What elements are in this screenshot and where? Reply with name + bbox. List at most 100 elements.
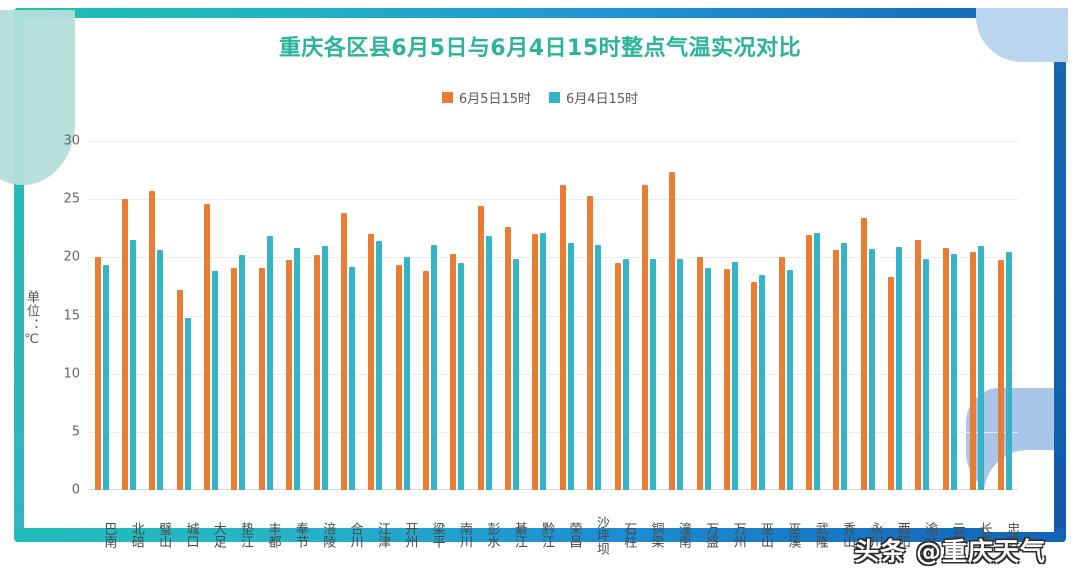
x-label-cell: 渝北	[909, 496, 937, 574]
bar-series-b[interactable]	[403, 257, 410, 490]
bar-series-b[interactable]	[814, 232, 821, 490]
bar-series-b[interactable]	[923, 258, 930, 490]
x-label-cell: 铜梁	[635, 496, 664, 574]
legend-label-series-b: 6月4日15时	[566, 92, 639, 107]
x-axis-tick-label: 武隆	[812, 522, 828, 548]
bar-series-b[interactable]	[567, 243, 574, 490]
bar-series-b[interactable]	[950, 253, 957, 490]
legend-label-series-a: 6月5日15时	[458, 92, 531, 107]
legend-item-series-a[interactable]: 6月5日15时	[441, 88, 531, 107]
y-axis-tick-label: 0	[71, 482, 80, 498]
bar-series-a[interactable]	[231, 267, 238, 490]
bar-series-b[interactable]	[896, 246, 903, 490]
gridline	[88, 315, 1018, 317]
bar-series-b[interactable]	[294, 248, 301, 490]
bar-series-b[interactable]	[677, 258, 684, 490]
bar-series-a[interactable]	[915, 239, 922, 490]
bar-series-b[interactable]	[868, 249, 875, 490]
bar-group	[580, 141, 607, 490]
bar-series-a[interactable]	[477, 206, 484, 490]
bar-group	[881, 141, 908, 490]
bar-series-a[interactable]	[422, 271, 429, 490]
bar-series-a[interactable]	[778, 257, 785, 490]
bar-series-b[interactable]	[130, 239, 137, 490]
x-label-cell: 荣昌	[553, 496, 581, 574]
bar-series-a[interactable]	[176, 289, 183, 490]
bar-series-b[interactable]	[731, 262, 738, 490]
x-label-cell: 黔江	[526, 496, 554, 574]
bar-series-b[interactable]	[266, 236, 273, 490]
chart-legend: 6月5日15时 6月4日15时	[0, 88, 1080, 107]
bar-series-a[interactable]	[587, 195, 594, 490]
y-axis-tick-label: 25	[63, 191, 80, 207]
bar-series-a[interactable]	[641, 185, 648, 490]
legend-item-series-b[interactable]: 6月4日15时	[549, 88, 638, 107]
x-axis-tick-label: 酉阳	[894, 522, 910, 548]
bar-series-b[interactable]	[978, 245, 985, 490]
bar-series-a[interactable]	[122, 199, 129, 490]
plot-area	[88, 141, 1018, 490]
bar-series-a[interactable]	[368, 234, 375, 490]
x-axis-tick-label: 铜梁	[648, 522, 664, 548]
bar-group	[225, 141, 252, 490]
gridline	[88, 141, 1018, 142]
x-axis-tick-label: 秀山	[840, 522, 856, 548]
bar-series-a[interactable]	[669, 172, 676, 490]
bar-series-a[interactable]	[723, 268, 730, 490]
bar-series-a[interactable]	[258, 267, 265, 490]
x-axis-tick-label: 涪陵	[320, 522, 336, 548]
bar-series-a[interactable]	[313, 255, 320, 490]
bar-series-b[interactable]	[704, 267, 711, 490]
x-axis-tick-label: 云阳	[949, 522, 965, 548]
bar-series-b[interactable]	[348, 266, 355, 490]
x-axis-tick-label: 南川	[457, 522, 473, 548]
bar-series-a[interactable]	[505, 227, 512, 490]
bar-series-a[interactable]	[450, 253, 457, 490]
bar-series-b[interactable]	[321, 245, 328, 490]
decor-frame-bottom	[14, 528, 1066, 542]
bar-series-b[interactable]	[239, 255, 246, 490]
bar-series-a[interactable]	[860, 217, 867, 490]
legend-swatch-series-a	[441, 92, 453, 103]
bar-series-b[interactable]	[649, 258, 656, 490]
bar-series-a[interactable]	[970, 251, 977, 490]
bar-series-b[interactable]	[458, 263, 465, 490]
bar-group	[444, 141, 471, 490]
bar-series-b[interactable]	[540, 232, 547, 490]
x-label-cell: 巫山	[745, 496, 773, 574]
bar-series-b[interactable]	[485, 236, 492, 490]
bar-series-a[interactable]	[559, 185, 566, 490]
bar-series-b[interactable]	[595, 244, 602, 490]
x-axis-tick-label: 梁平	[429, 522, 445, 548]
bar-series-a[interactable]	[888, 277, 895, 490]
chart-title: 重庆各区县6月5日与6月4日15时整点气温实况对比	[278, 36, 802, 61]
bar-series-b[interactable]	[102, 265, 109, 490]
bar-series-a[interactable]	[751, 281, 758, 490]
gridline	[88, 257, 1018, 259]
bar-series-a[interactable]	[833, 250, 840, 490]
bar-series-a[interactable]	[204, 203, 211, 490]
bar-series-a[interactable]	[286, 259, 293, 490]
bar-series-a[interactable]	[696, 257, 703, 490]
bar-series-a[interactable]	[806, 235, 813, 490]
bar-series-b[interactable]	[841, 243, 848, 490]
bar-series-a[interactable]	[149, 191, 156, 490]
bar-series-b[interactable]	[212, 271, 219, 490]
bar-series-a[interactable]	[997, 259, 1004, 490]
bar-series-a[interactable]	[340, 213, 347, 490]
bar-series-b[interactable]	[513, 258, 520, 490]
bar-series-a[interactable]	[395, 265, 402, 490]
bar-series-b[interactable]	[622, 258, 629, 490]
bar-series-a[interactable]	[942, 248, 949, 490]
x-label-cell: 江津	[362, 496, 390, 574]
bar-series-b[interactable]	[1005, 251, 1012, 490]
bar-series-b[interactable]	[759, 274, 766, 490]
bar-series-b[interactable]	[157, 250, 164, 490]
bar-series-a[interactable]	[532, 234, 539, 490]
bar-series-a[interactable]	[614, 263, 621, 490]
bar-series-b[interactable]	[184, 317, 191, 490]
bar-series-b[interactable]	[430, 244, 437, 490]
bar-series-b[interactable]	[786, 270, 793, 490]
bar-series-a[interactable]	[94, 257, 101, 490]
bar-series-b[interactable]	[376, 241, 383, 490]
